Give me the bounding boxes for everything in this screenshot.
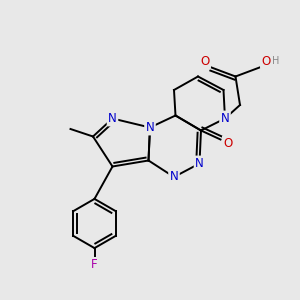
Text: N: N <box>220 112 230 125</box>
Text: N: N <box>108 112 117 125</box>
Text: O: O <box>262 55 271 68</box>
Text: O: O <box>224 136 232 150</box>
Text: N: N <box>195 157 204 170</box>
Text: H: H <box>272 56 280 67</box>
Text: N: N <box>169 170 178 184</box>
Text: O: O <box>200 55 209 68</box>
Text: F: F <box>91 258 98 272</box>
Text: N: N <box>146 121 154 134</box>
